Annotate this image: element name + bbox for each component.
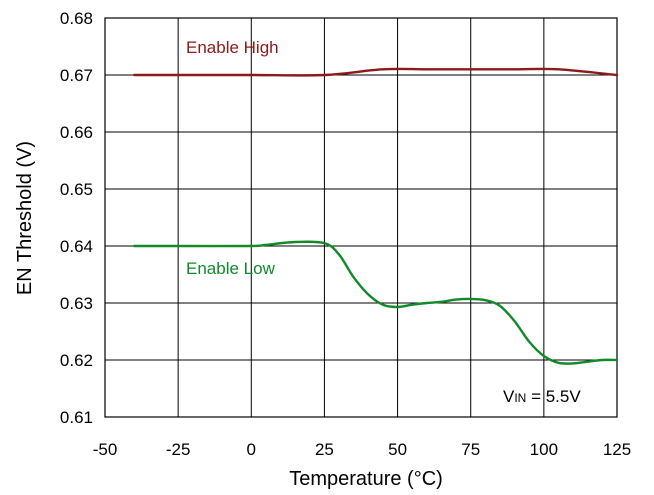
- series-group: [133, 67, 619, 365]
- vin-condition-label: VIN = 5.5V: [503, 387, 581, 406]
- vin-value: = 5.5V: [526, 387, 581, 406]
- series-line-enable-low: [133, 240, 619, 365]
- x-tick-label: 125: [603, 440, 631, 459]
- enable-low-label: Enable Low: [186, 259, 276, 278]
- y-tick-label: 0.61: [60, 408, 93, 427]
- vin-prefix: V: [503, 387, 515, 406]
- enable-high-label: Enable High: [186, 38, 279, 57]
- y-axis-title: EN Threshold (V): [14, 141, 36, 295]
- x-axis-title: Temperature (°C): [289, 468, 443, 490]
- series-line-enable-high: [133, 67, 619, 77]
- vin-subscript: IN: [514, 391, 526, 405]
- y-tick-label: 0.64: [60, 237, 93, 256]
- y-tick-label: 0.63: [60, 294, 93, 313]
- y-tick-label: 0.65: [60, 180, 93, 199]
- x-tick-label: 25: [315, 440, 334, 459]
- y-tick-label: 0.67: [60, 66, 93, 85]
- x-tick-label: 75: [461, 440, 480, 459]
- y-tick-label: 0.62: [60, 351, 93, 370]
- x-tick-label: 0: [247, 440, 256, 459]
- x-tick-label: -25: [166, 440, 191, 459]
- y-tick-label: 0.66: [60, 123, 93, 142]
- x-tick-labels: -50 -25 0 25 50 75 100 125: [93, 440, 631, 459]
- x-tick-label: -50: [93, 440, 118, 459]
- x-tick-label: 50: [388, 440, 407, 459]
- x-tick-label: 100: [530, 440, 558, 459]
- plot-frame: [104, 17, 618, 418]
- y-tick-label: 0.68: [60, 9, 93, 28]
- y-tick-labels: 0.61 0.62 0.63 0.64 0.65 0.66 0.67 0.68: [60, 9, 93, 427]
